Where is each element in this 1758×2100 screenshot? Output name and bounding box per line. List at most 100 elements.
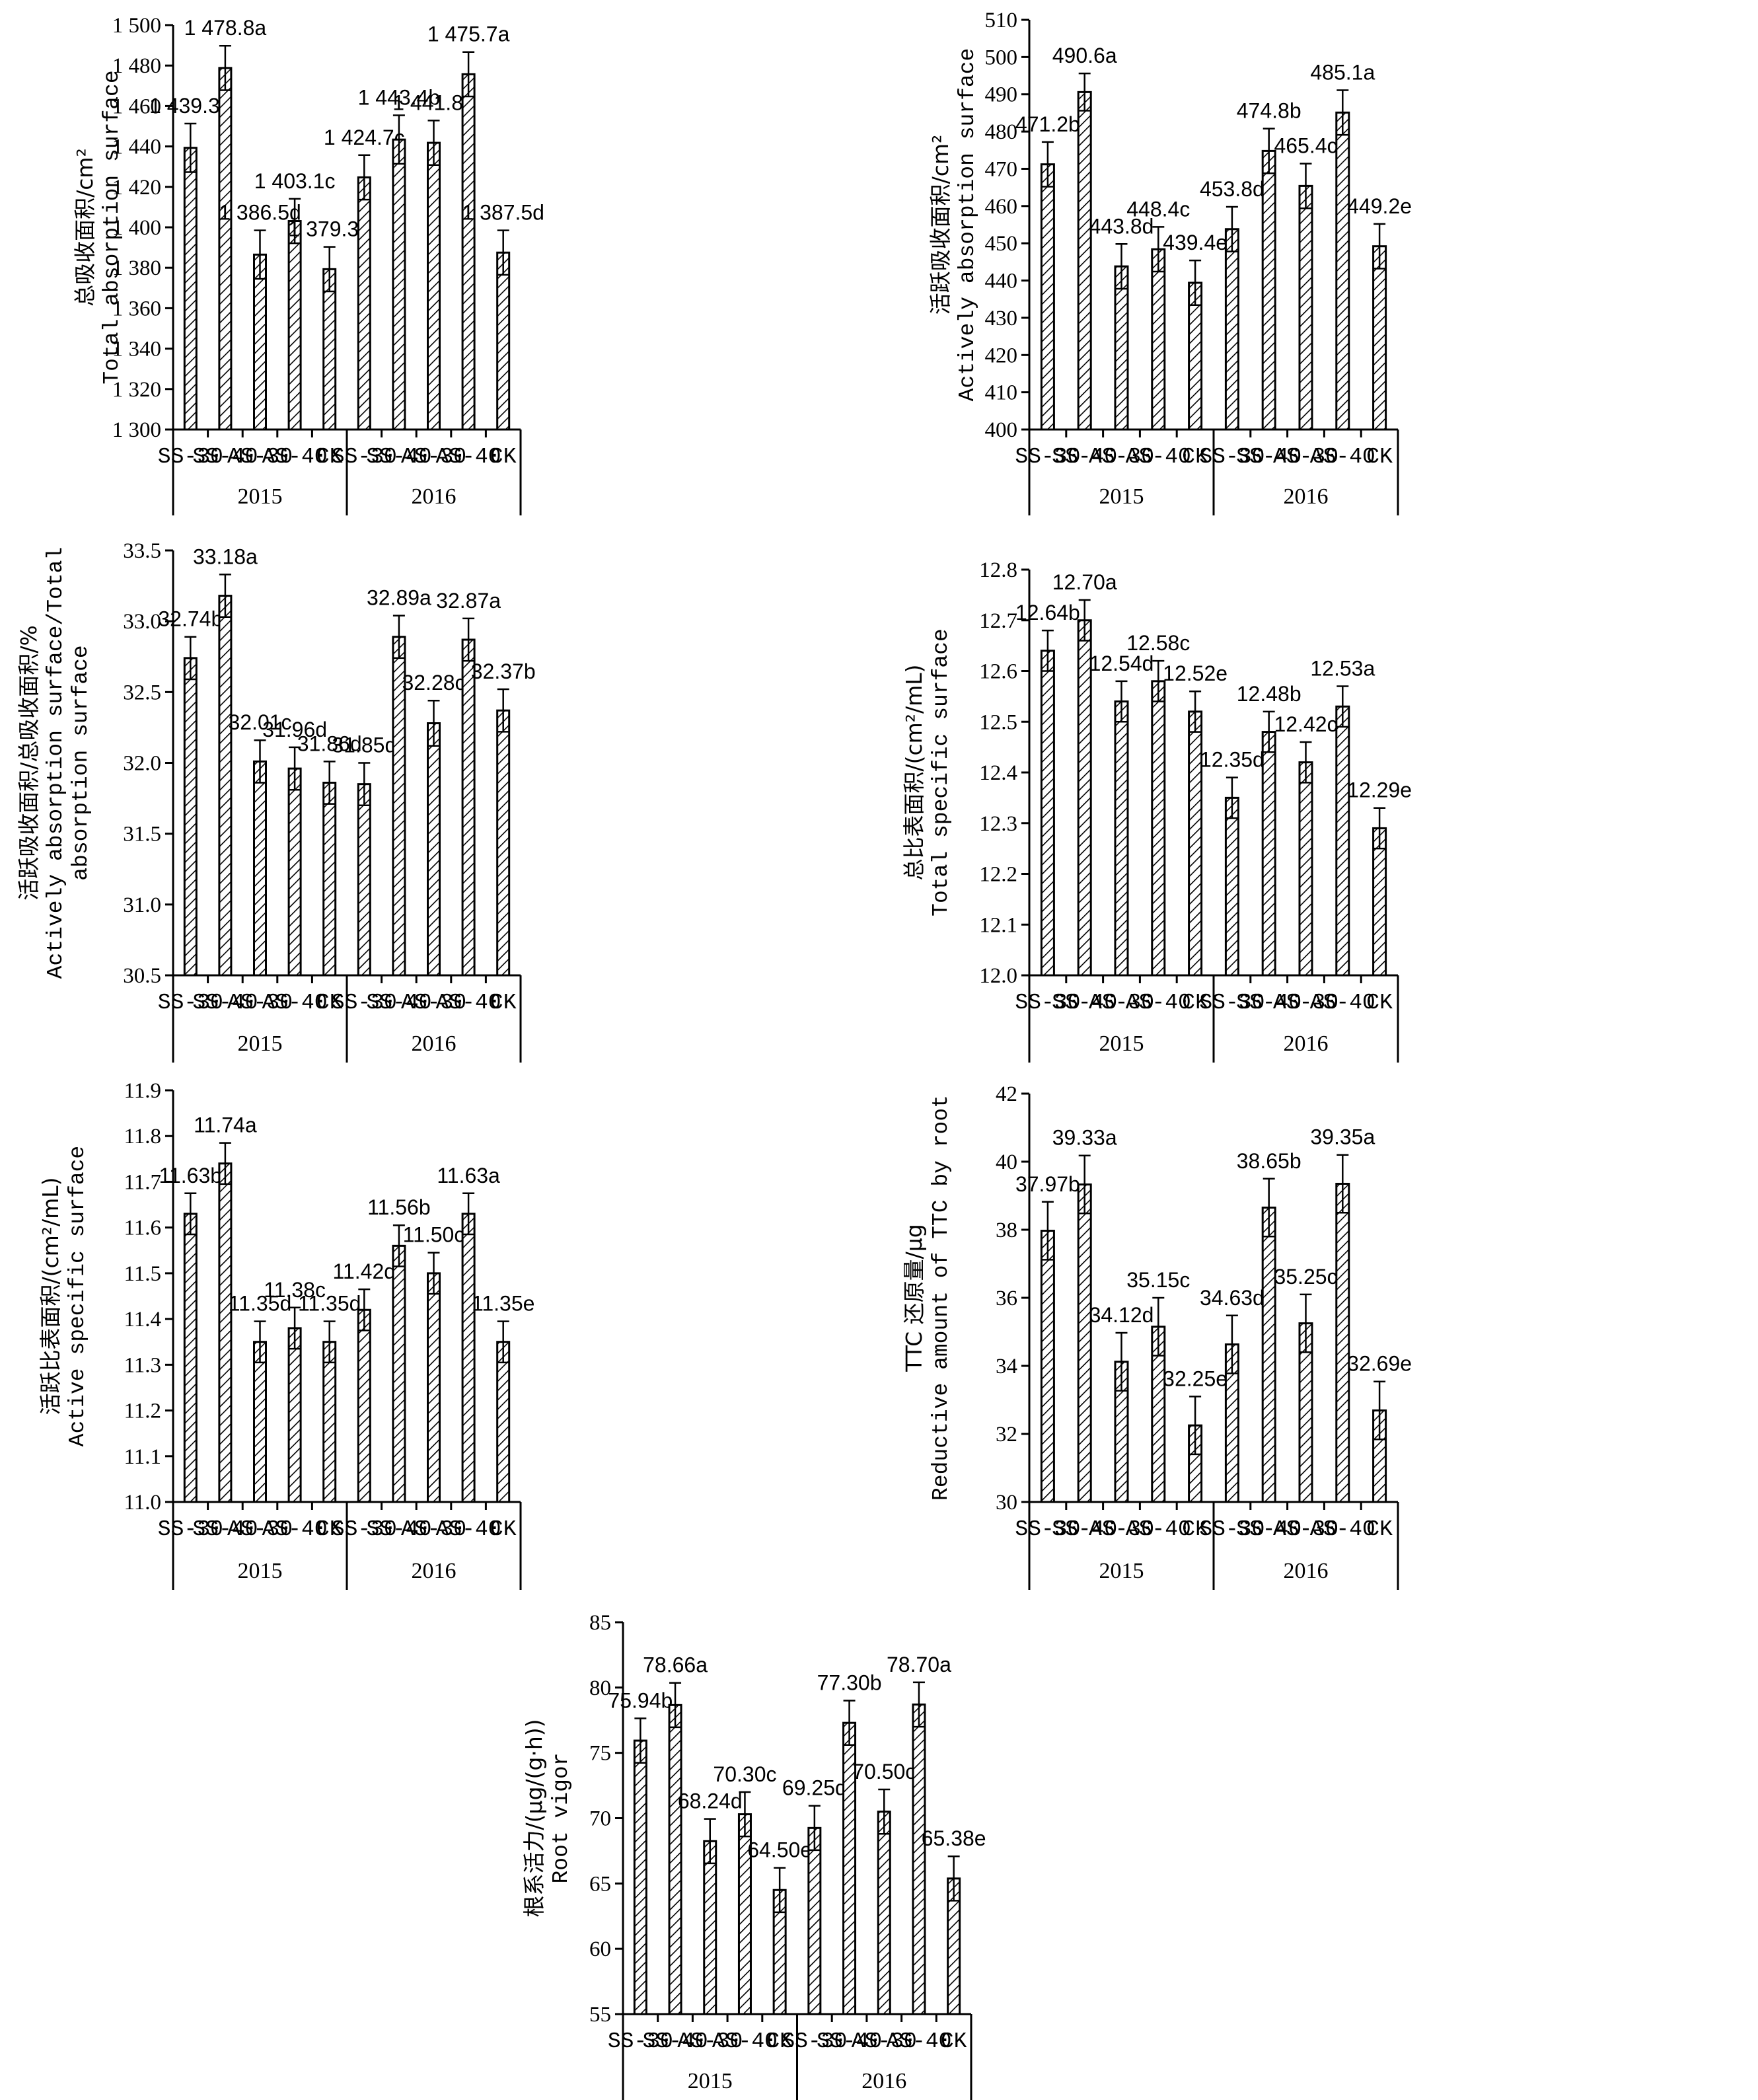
- data-label: 78.70a: [887, 1653, 951, 1676]
- category-label: SS-40: [366, 1517, 431, 1542]
- data-label: 32.74b: [158, 607, 223, 631]
- data-label: 32.25e: [1163, 1367, 1227, 1390]
- data-label: 471.2b: [1015, 112, 1080, 136]
- y-tick-label: 65: [589, 1872, 611, 1896]
- category-label: CK: [1366, 991, 1393, 1015]
- data-label: 31.86d: [297, 731, 362, 755]
- category-label: AS-30: [401, 991, 466, 1015]
- bar: [218, 1162, 233, 1503]
- category-label: SS-40: [1236, 1517, 1301, 1542]
- bar: [322, 782, 337, 977]
- data-label: 39.35a: [1310, 1125, 1375, 1149]
- y-tick-label: 11.2: [124, 1400, 161, 1423]
- y-tick-label: 12.1: [979, 913, 1017, 937]
- data-label: 32.28c: [402, 671, 465, 694]
- category-label: CK: [1182, 991, 1208, 1015]
- bar: [1224, 796, 1239, 977]
- data-label: 490.6a: [1052, 44, 1117, 67]
- data-label: 34.63d: [1200, 1286, 1264, 1310]
- bar: [1040, 163, 1055, 431]
- category-label: SS-30: [782, 2029, 847, 2054]
- bar: [1261, 1207, 1276, 1503]
- y-axis-title-en: Actively absorption surface: [955, 48, 980, 402]
- bar: [253, 760, 267, 977]
- category-label: AS-30: [227, 1517, 293, 1542]
- year-label: 2016: [412, 1559, 457, 1583]
- year-label: 2015: [1099, 1031, 1144, 1056]
- y-tick-label: 32.5: [123, 681, 161, 704]
- bar: [218, 595, 233, 977]
- category-label: AS-30: [1089, 1517, 1154, 1542]
- data-label: 1 386.5d: [219, 201, 301, 225]
- category-label: AS-40: [436, 1517, 501, 1542]
- year-label: 2015: [238, 1559, 283, 1583]
- bar: [427, 141, 441, 431]
- category-label: SS-40: [192, 991, 258, 1015]
- y-tick-label: 450: [985, 232, 1018, 256]
- data-label: 485.1a: [1310, 61, 1375, 85]
- bar: [1335, 705, 1350, 977]
- bar: [496, 1341, 511, 1503]
- y-tick-label: 80: [589, 1676, 611, 1700]
- data-label: 78.66a: [643, 1653, 708, 1677]
- y-axis-title-en: Reductive amount of TTC by root: [929, 1095, 953, 1501]
- data-label: 1 478.8a: [184, 16, 267, 40]
- data-label: 1 403.1c: [254, 169, 336, 193]
- y-tick-label: 500: [985, 46, 1018, 69]
- data-label: 12.42c: [1274, 712, 1337, 736]
- bar: [807, 1826, 822, 2015]
- data-label: 31.85d: [332, 733, 396, 757]
- category-label: SS-40: [643, 2029, 708, 2054]
- data-label: 1 424.7c: [324, 126, 405, 149]
- category-label: SS-40: [366, 445, 431, 469]
- year-label: 2016: [1284, 1559, 1329, 1583]
- chart-panel-4: 12.0 12.1 12.2 12.3 12.4 12.5 12.6 12.7 12.8 12.6…: [901, 558, 1412, 1063]
- category-label: CK: [490, 1517, 517, 1542]
- bar: [461, 73, 476, 431]
- bar: [287, 1327, 302, 1503]
- category-label: SS-30: [1199, 991, 1264, 1015]
- bar: [392, 138, 406, 431]
- data-label: 11.50c: [403, 1223, 465, 1247]
- data-label: 65.38e: [922, 1826, 986, 1850]
- data-label: 64.50e: [747, 1838, 812, 1862]
- category-label: SS-30: [1015, 991, 1080, 1015]
- y-tick-label: 12.8: [979, 558, 1017, 582]
- y-tick-label: 1 340: [112, 338, 161, 361]
- y-tick-label: 12.0: [979, 964, 1017, 988]
- bar: [357, 783, 371, 977]
- category-label: CK: [490, 445, 517, 469]
- y-tick-label: 12.7: [979, 609, 1017, 633]
- data-label: 465.4c: [1274, 134, 1337, 158]
- category-label: SS-30: [158, 991, 223, 1015]
- data-label: 33.18a: [193, 544, 258, 568]
- category-label: AS-30: [401, 445, 466, 469]
- y-tick-label: 11.5: [124, 1262, 161, 1286]
- bar: [392, 1244, 406, 1503]
- data-label: 1 387.5d: [462, 201, 544, 225]
- y-tick-label: 1 500: [112, 14, 161, 38]
- y-tick-label: 11.9: [124, 1079, 161, 1103]
- chart-panel-1: 1 300 1 320 1 340 1 360 1 380 1 400 1 420 1 440…: [72, 14, 544, 515]
- bar: [1151, 248, 1166, 431]
- year-label: 2016: [412, 484, 457, 509]
- bar: [912, 1704, 926, 2015]
- y-tick-label: 11.4: [124, 1308, 161, 1331]
- chart-panel-5: 11.0 11.1 11.2 11.3 11.4 11.5 11.6 11.7 11.8 11.9…: [38, 1079, 534, 1590]
- data-label: 37.97b: [1015, 1172, 1080, 1196]
- data-label: 11.74a: [194, 1113, 257, 1137]
- chart-panel-2: 400 410 420 430 440 450 460 470 480 490 500 510 471.…: [928, 9, 1412, 515]
- bar: [668, 1704, 682, 2015]
- category-label: SS-40: [1052, 1517, 1117, 1542]
- y-tick-label: 510: [985, 9, 1018, 32]
- y-axis-title-en: Actively absorption surface/Total: [44, 547, 68, 979]
- bar: [1040, 650, 1055, 977]
- category-label: CK: [1366, 445, 1393, 469]
- category-label: AS-40: [1126, 1517, 1191, 1542]
- category-label: SS-30: [1199, 445, 1264, 469]
- y-tick-label: 11.1: [124, 1445, 161, 1469]
- category-label: SS-40: [1236, 445, 1301, 469]
- data-label: 12.35d: [1200, 748, 1264, 772]
- category-label: SS-30: [332, 445, 397, 469]
- bar: [1151, 680, 1166, 977]
